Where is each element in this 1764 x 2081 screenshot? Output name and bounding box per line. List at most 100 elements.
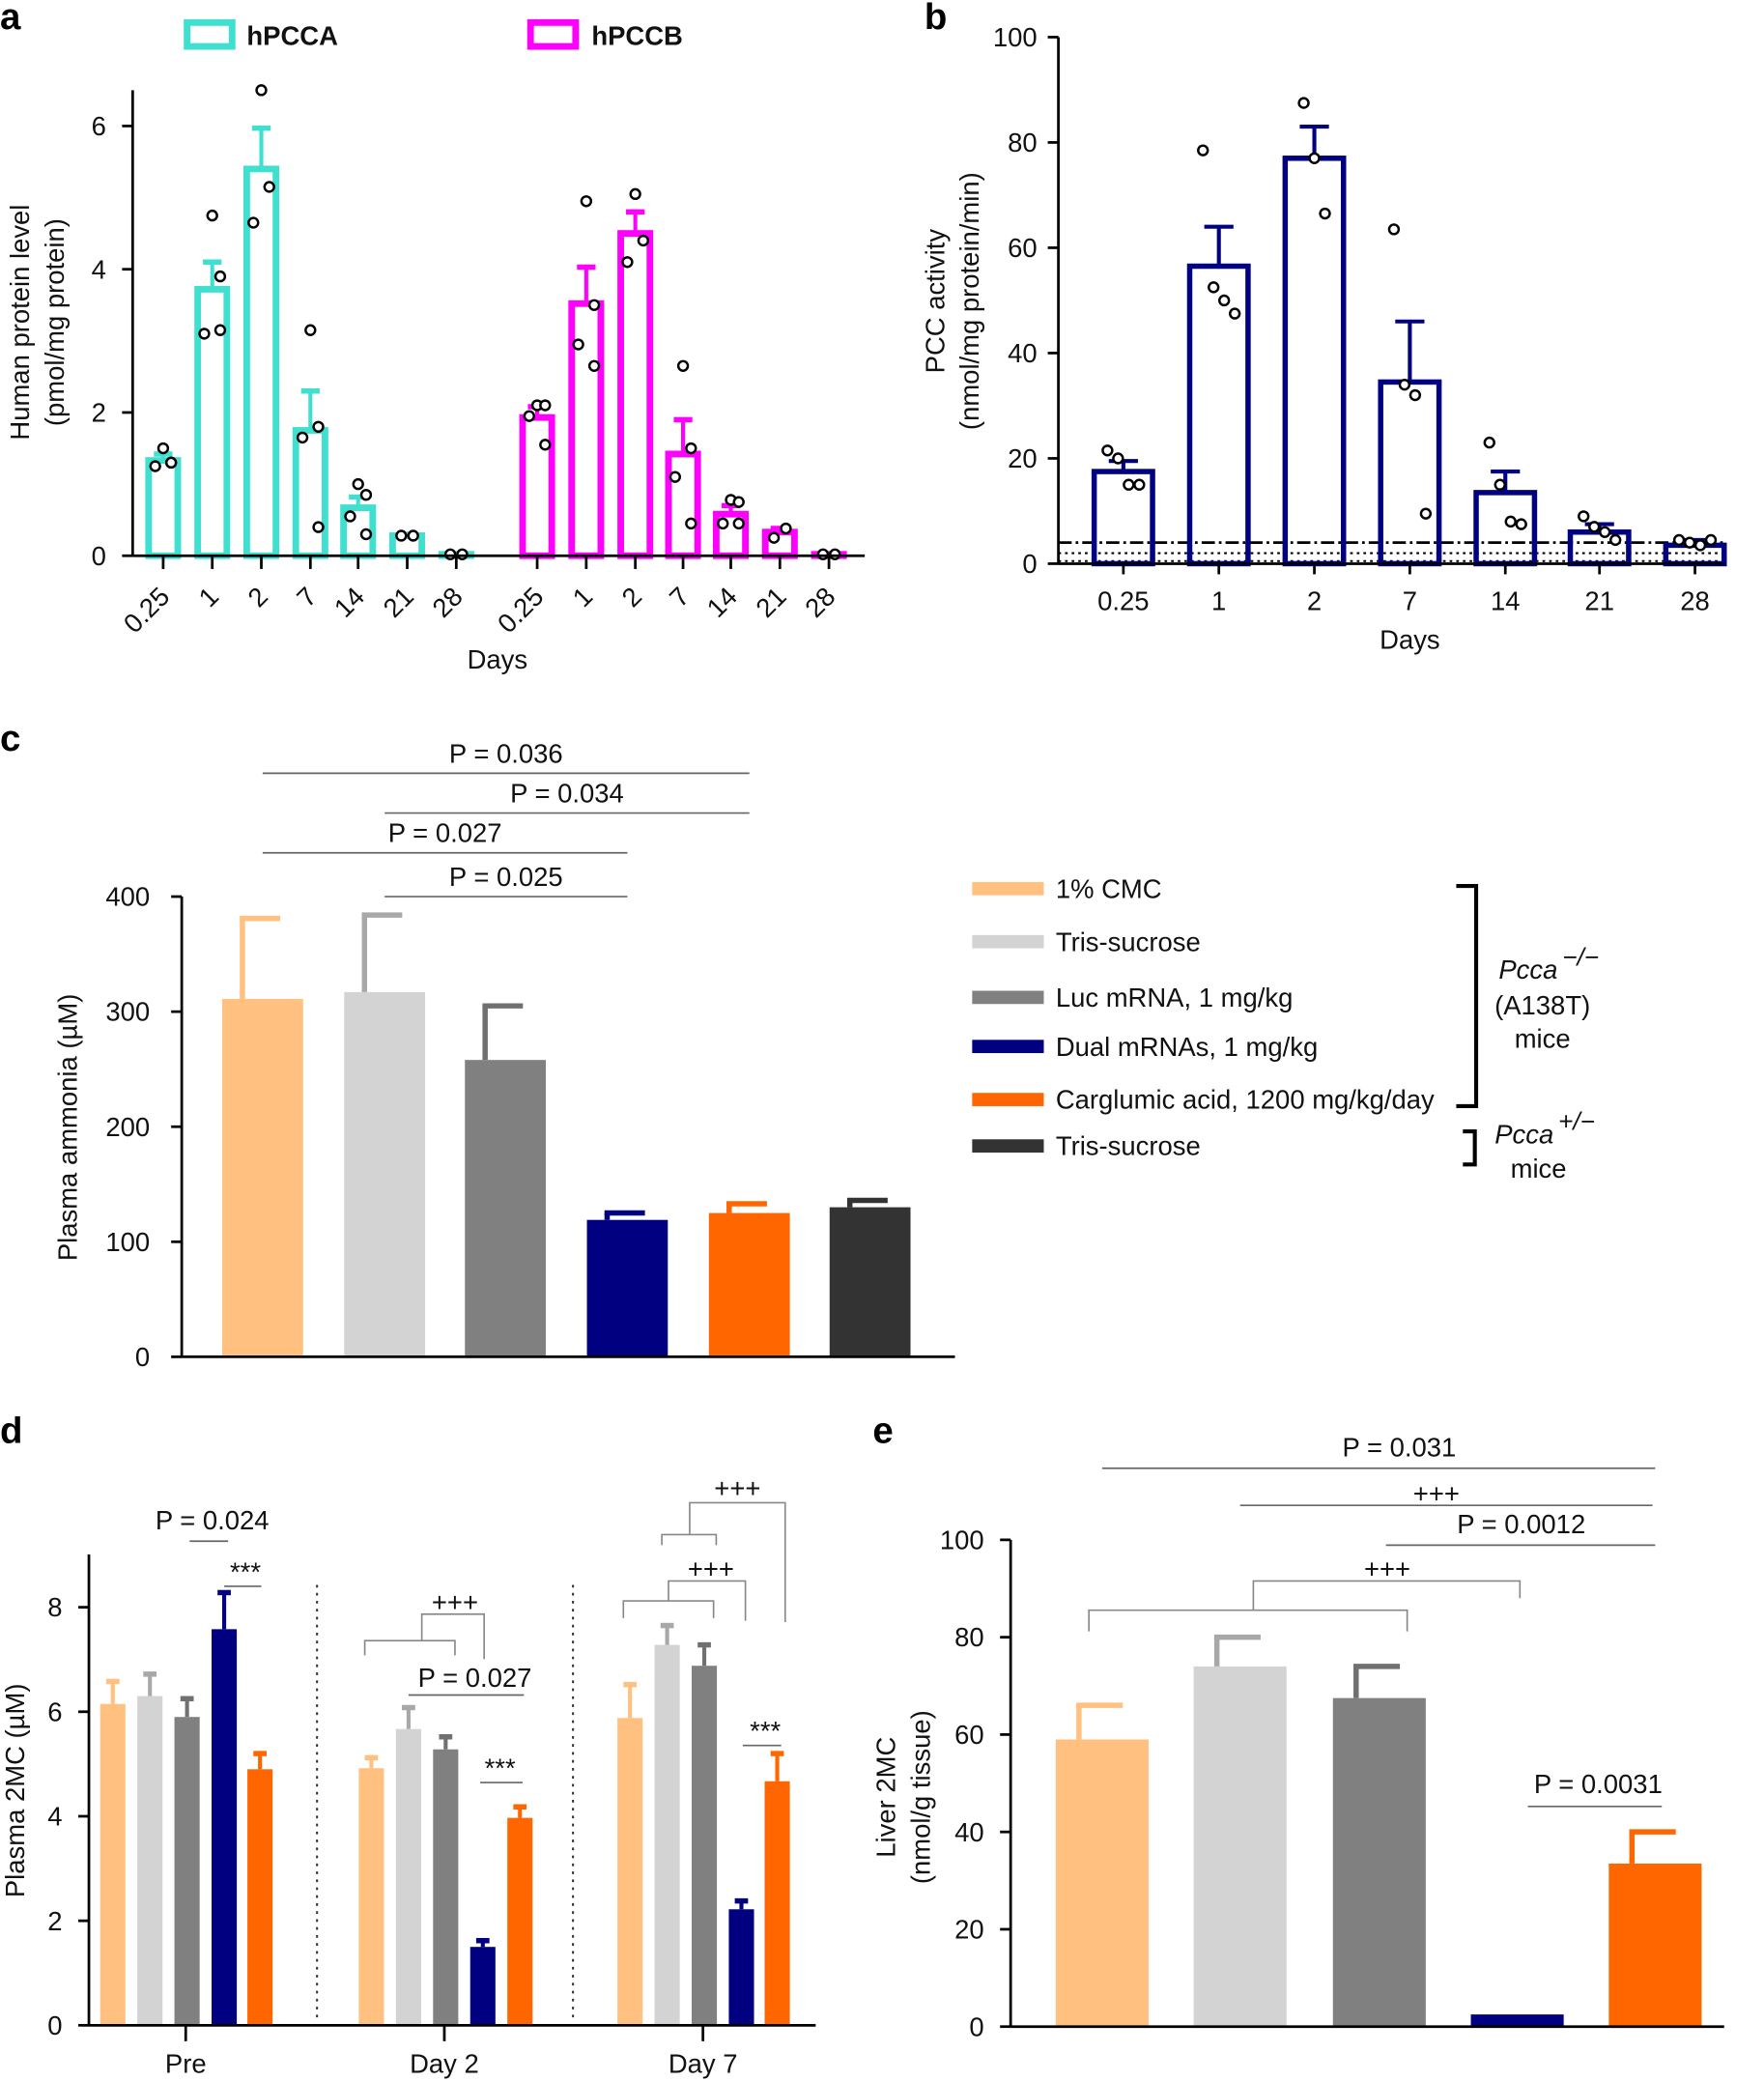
x-axis-label: Days	[468, 644, 528, 674]
bar-3	[469, 1947, 496, 2026]
legend-swatch	[972, 934, 1044, 949]
data-point	[407, 529, 419, 542]
data-point	[621, 256, 634, 269]
y-axis-label: Plasma 2MC (µM)	[0, 1684, 30, 1898]
bar-0	[358, 1768, 384, 2026]
data-point	[685, 442, 697, 455]
y-tick-label: 100	[993, 22, 1038, 52]
comparison-bracket	[661, 1533, 718, 1546]
legend-swatch	[972, 1139, 1044, 1154]
bar	[1378, 379, 1442, 567]
bar-hPCCB	[617, 230, 654, 559]
bar-hPCCA	[145, 457, 182, 559]
data-point	[352, 477, 364, 491]
data-point	[1599, 526, 1611, 538]
x-tick-label: 21	[377, 581, 419, 623]
y-tick-label: 100	[940, 1525, 984, 1554]
x-tick-label: 2	[1307, 586, 1322, 616]
y-tick-label: 40	[954, 1817, 984, 1847]
panel-label-a: a	[0, 0, 21, 38]
y-tick-label: 0	[135, 1342, 150, 1372]
y-axis-label: (nmol/g tissue)	[905, 1710, 935, 1884]
data-point	[456, 548, 469, 560]
data-point	[1133, 478, 1146, 491]
y-axis-label: (pmol/mg protein)	[40, 218, 70, 426]
comparison-bracket	[1088, 1609, 1408, 1632]
x-tick-label: 0.25	[492, 581, 550, 639]
data-point	[1494, 478, 1506, 491]
y-tick-label: 6	[92, 111, 106, 141]
y-tick-label: 60	[1008, 233, 1038, 263]
panel-label-e: e	[872, 1411, 893, 1452]
legend-label: Tris-sucrose	[1056, 1131, 1201, 1161]
data-point	[539, 439, 552, 451]
legend-swatch	[972, 1093, 1044, 1106]
y-tick-label: 40	[1008, 338, 1038, 368]
data-point	[829, 548, 841, 560]
data-point	[296, 431, 309, 444]
bar	[1055, 1739, 1149, 2027]
data-point	[1101, 444, 1114, 457]
bar-1	[395, 1728, 421, 2026]
data-point	[1419, 507, 1433, 520]
y-axis-label: PCC activity	[921, 229, 951, 374]
data-point	[263, 181, 275, 193]
data-point	[164, 456, 178, 470]
data-point	[247, 216, 260, 229]
data-point	[359, 489, 373, 501]
x-tick-label: 0.25	[1097, 586, 1149, 616]
bar	[1193, 1666, 1287, 2027]
bar-2	[691, 1666, 718, 2026]
bar-3	[728, 1909, 754, 2026]
bar-2	[433, 1749, 459, 2026]
significance-stars: ***	[230, 1556, 261, 1586]
bar-0	[617, 1718, 643, 2026]
comparison-bracket	[1252, 1580, 1522, 1611]
bar	[1282, 156, 1347, 567]
legend-swatch-hpccb	[526, 18, 580, 50]
significance-stars: ***	[750, 1716, 781, 1746]
p-value-label: P = 0.034	[510, 779, 624, 809]
x-tick-label: 7	[291, 581, 323, 613]
y-tick-label: 200	[105, 1112, 150, 1142]
data-point	[359, 527, 373, 541]
data-point	[523, 410, 535, 422]
significance-plus: +++	[432, 1587, 478, 1617]
bar	[708, 1212, 790, 1357]
bar	[1608, 1863, 1702, 2027]
legend-label-hpccb: hPCCB	[591, 21, 683, 51]
panel-label-d: d	[0, 1411, 22, 1452]
data-point	[198, 328, 211, 340]
p-value-label: P = 0.024	[156, 1505, 270, 1535]
y-tick-label: 400	[105, 882, 150, 912]
group-label-superscript: −/−	[1562, 942, 1599, 971]
comparison-bracket	[689, 1501, 786, 1622]
legend-swatch	[972, 1040, 1044, 1054]
significance-stars: ***	[485, 1753, 516, 1783]
y-tick-label: 2	[92, 398, 106, 428]
bar-4	[247, 1769, 273, 2026]
comparison-bracket	[622, 1600, 715, 1618]
bar-4	[764, 1781, 790, 2026]
y-axis-label: Plasma ammonia (µM)	[53, 994, 83, 1262]
x-tick-label: Day 7	[669, 2049, 738, 2079]
data-point	[255, 84, 268, 97]
bar-2	[174, 1717, 200, 2026]
data-point	[1297, 97, 1310, 109]
bar-hPCCB	[665, 450, 701, 559]
data-point	[816, 548, 830, 560]
data-point	[732, 496, 745, 508]
group-label: mice	[1515, 1024, 1571, 1054]
legend-label: Tris-sucrose	[1056, 926, 1201, 956]
significance-plus: +++	[688, 1554, 734, 1584]
comparison-bracket	[420, 1612, 485, 1660]
data-point	[780, 522, 792, 535]
data-point	[213, 270, 227, 283]
legend-label: Luc mRNA, 1 mg/kg	[1056, 983, 1293, 1012]
x-tick-label: 2	[242, 581, 273, 613]
comparison-bracket	[363, 1639, 456, 1656]
legend-label: 1% CMC	[1056, 873, 1162, 903]
data-point	[676, 359, 690, 372]
bar	[222, 999, 303, 1357]
group-label: (A138T)	[1494, 990, 1590, 1020]
